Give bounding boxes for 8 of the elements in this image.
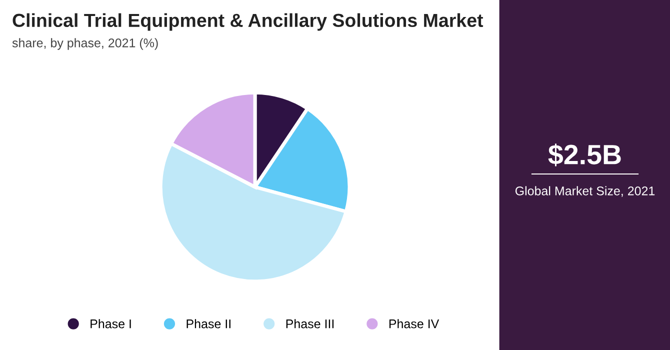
legend-label: Phase IV (389, 319, 440, 328)
text: $2.5B (548, 144, 621, 166)
chart-subtitle: share, by phase, 2021 (%) (12, 38, 158, 50)
text: Global Market Size, 2021 (515, 186, 655, 197)
legend-label: Phase II (186, 319, 230, 328)
legend-label: Phase III (286, 319, 334, 328)
chart-title: Clinical Trial Equipment & Ancillary Solutions Market (12, 13, 484, 31)
legend-label: Phase I (90, 319, 131, 328)
